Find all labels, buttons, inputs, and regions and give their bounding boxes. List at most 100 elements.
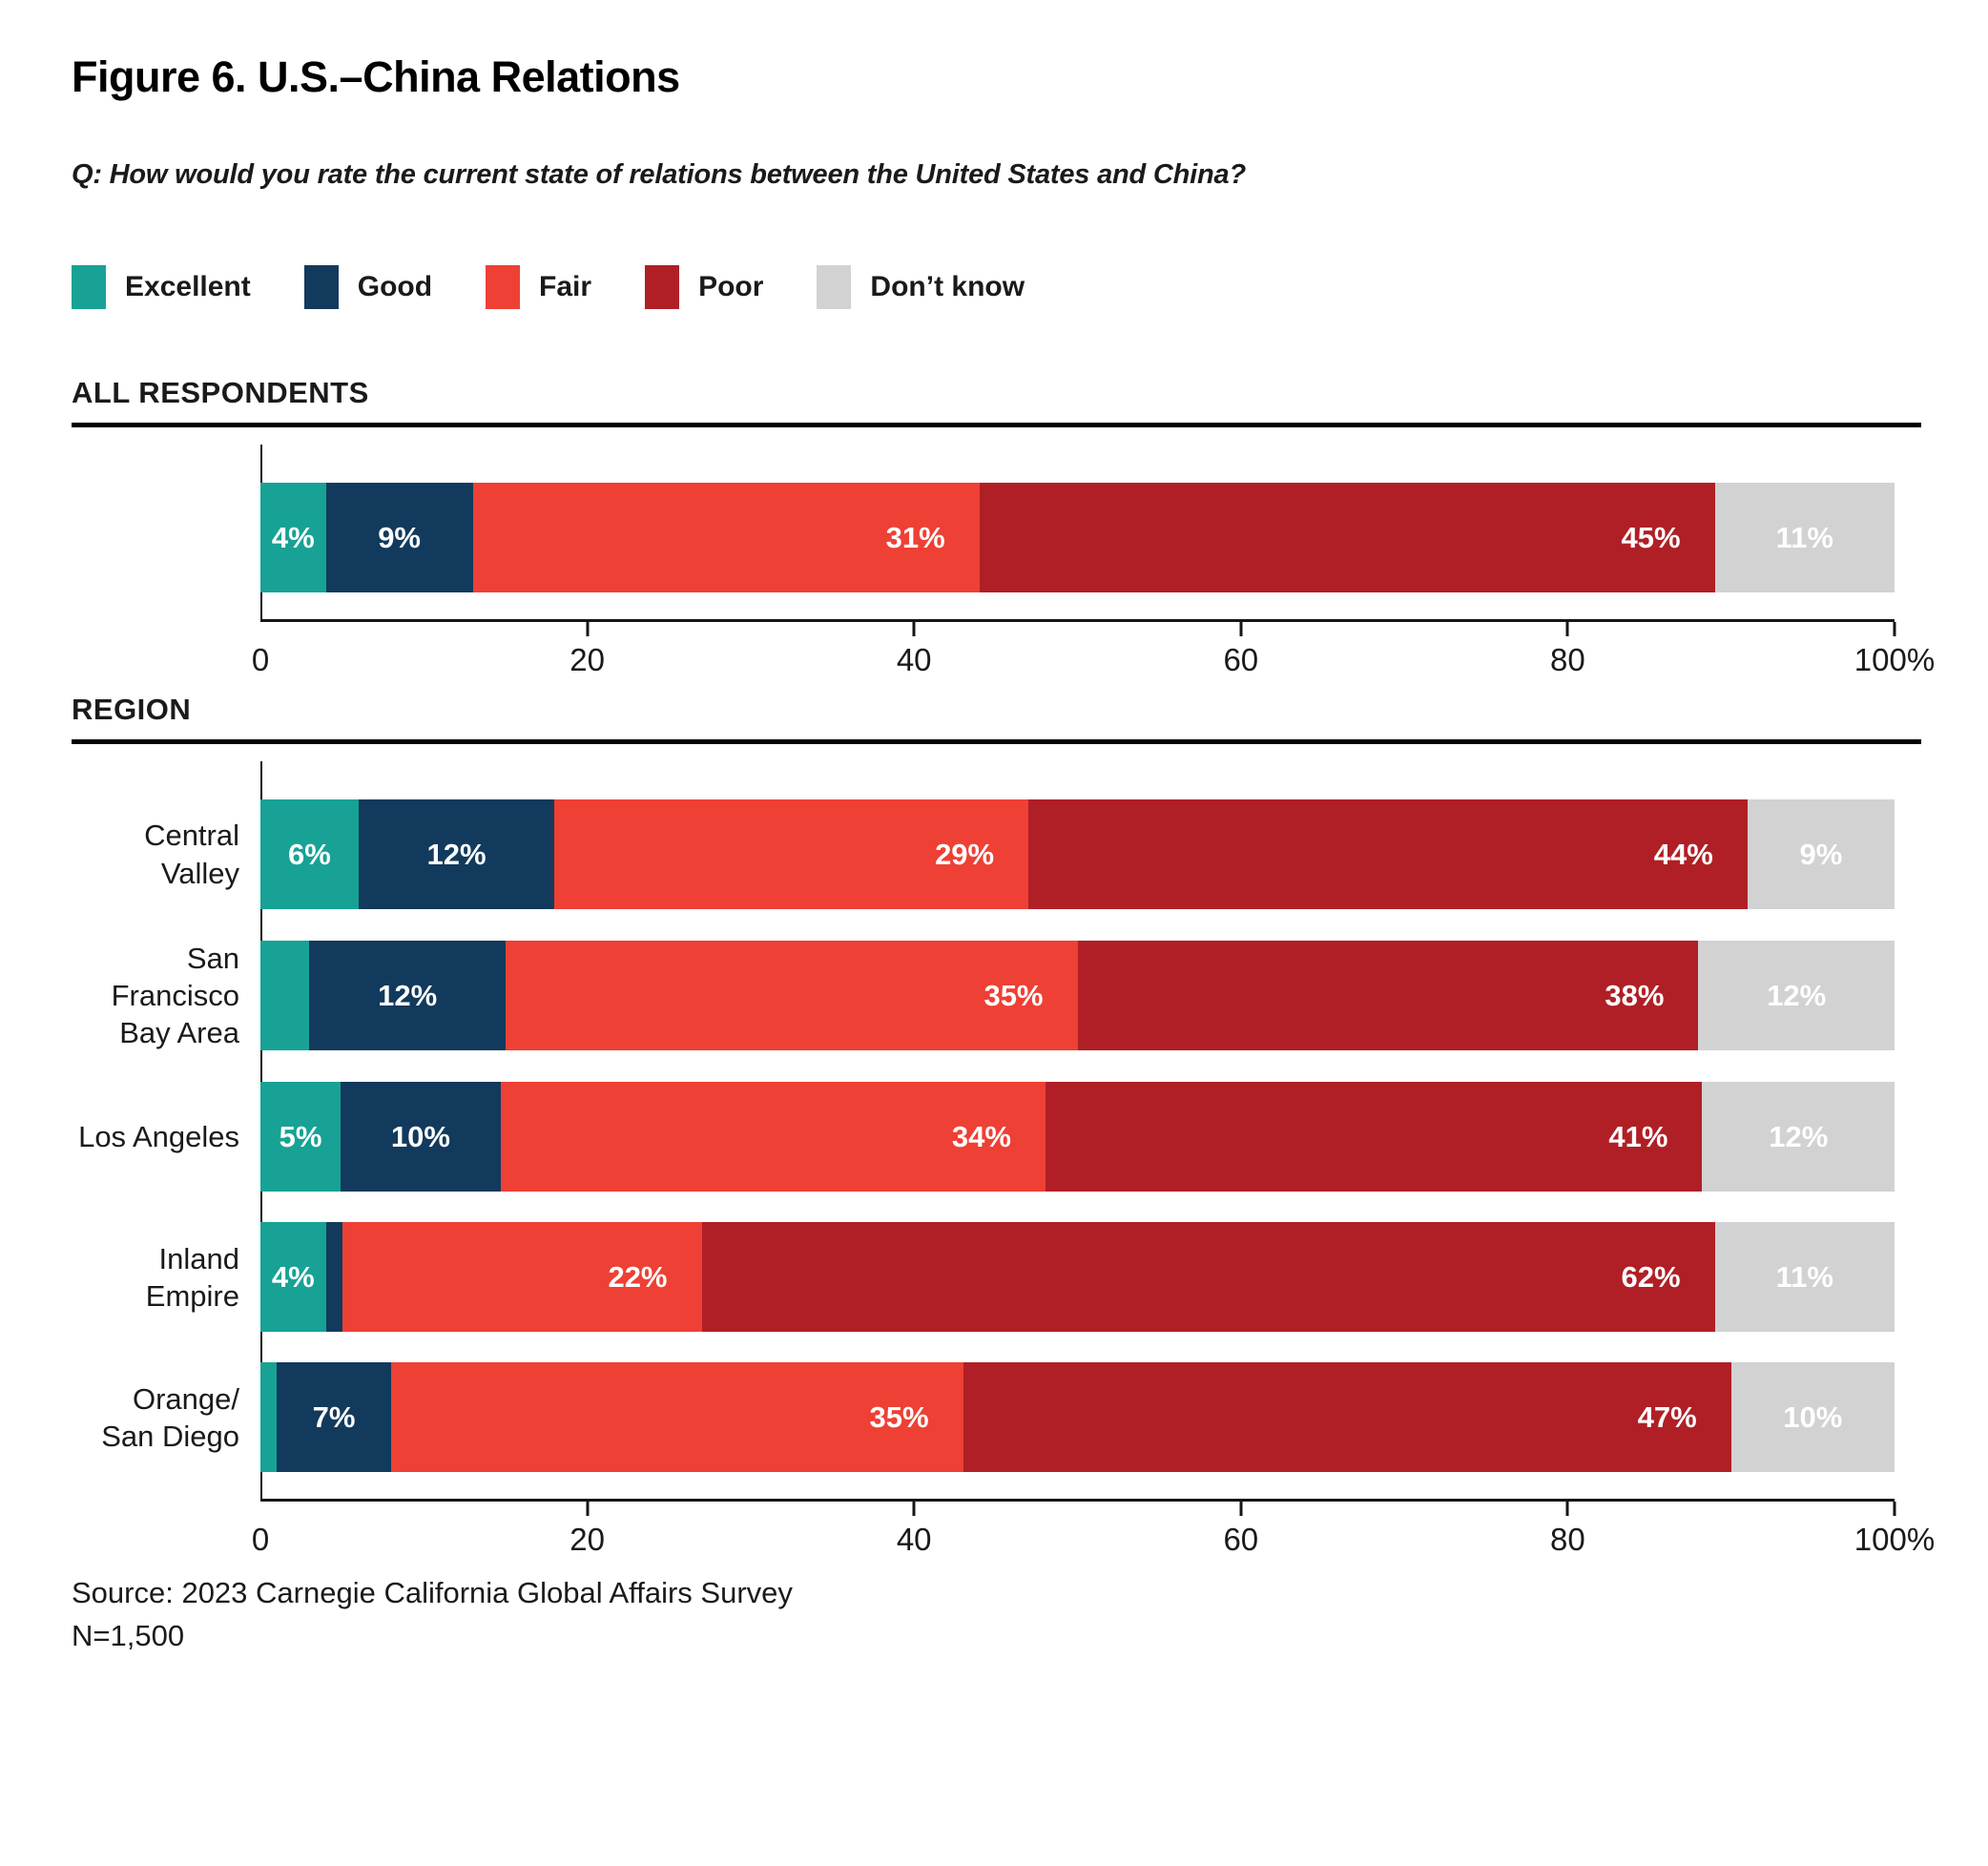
bar-segment-don-t-know: 12% xyxy=(1698,941,1895,1051)
legend-swatch-poor xyxy=(645,265,680,309)
section-all-respondents: ALL RESPONDENTS xyxy=(72,376,1921,427)
section-divider xyxy=(72,739,1921,744)
bar-row: San Francisco Bay Area 12% 35% 38% 12% xyxy=(72,940,1895,1051)
legend-item-excellent: Excellent xyxy=(72,265,251,309)
legend-item-fair: Fair xyxy=(486,265,591,309)
x-axis: 0 20 40 60 80 100% xyxy=(252,1499,1935,1557)
axis-tick xyxy=(1893,622,1896,636)
section-heading-region: REGION xyxy=(72,693,192,726)
bar-segment-fair: 22% xyxy=(342,1222,702,1333)
segment-value-label: 9% xyxy=(378,520,421,554)
legend-label: Good xyxy=(357,271,433,302)
bars-area: Central Valley 6% 12% 29% 44% 9% San Francisco… xyxy=(72,761,1895,1500)
segment-value-label: 35% xyxy=(869,1400,929,1434)
axis-tick-label: 100% xyxy=(1853,642,1936,677)
section-heading-all-respondents: ALL RESPONDENTS xyxy=(72,376,369,409)
bar-segment-excellent xyxy=(260,1362,278,1473)
axis-tick-label: 100% xyxy=(1853,1522,1936,1558)
bar-segment-don-t-know: 10% xyxy=(1730,1362,1895,1473)
bar-segment-fair: 35% xyxy=(391,1362,963,1473)
source-note: Source: 2023 Carnegie California Global … xyxy=(72,1572,1921,1658)
bar-segment-good: 9% xyxy=(325,483,473,592)
axis-tick-label: 80 xyxy=(1550,642,1585,677)
segment-value-label: 11% xyxy=(1775,1259,1833,1294)
chart-region: Central Valley 6% 12% 29% 44% 9% San Francisco… xyxy=(72,761,1935,1557)
axis-tick xyxy=(912,622,916,636)
axis-tick-label: 40 xyxy=(896,642,932,677)
segment-value-label: 5% xyxy=(279,1119,322,1153)
bar-segment-don-t-know: 9% xyxy=(1747,799,1895,909)
segment-value-label: 44% xyxy=(1653,837,1713,871)
segment-value-label: 29% xyxy=(935,837,995,871)
bar-segment-poor: 47% xyxy=(963,1362,1731,1473)
axis-tick-label: 60 xyxy=(1223,1522,1259,1558)
category-label-line: Central Valley xyxy=(144,819,239,890)
segment-value-label: 45% xyxy=(1621,520,1681,554)
source-line: Source: 2023 Carnegie California Global … xyxy=(72,1576,793,1610)
category-label-line: Bay Area xyxy=(119,1016,239,1050)
legend-swatch-fair xyxy=(486,265,521,309)
bar-segment-fair: 29% xyxy=(554,799,1029,909)
axis-tick-label: 60 xyxy=(1223,642,1259,677)
x-axis: 0 20 40 60 80 100% xyxy=(252,619,1935,677)
axis-tick xyxy=(1893,1502,1896,1517)
stacked-bar: 4% 22% 62% 11% xyxy=(260,1222,1895,1333)
category-label-line: San Diego xyxy=(101,1419,239,1453)
axis-tick-label: 0 xyxy=(251,642,270,677)
section-region: REGION xyxy=(72,693,1921,744)
stacked-bar: 6% 12% 29% 44% 9% xyxy=(260,799,1895,909)
axis-tick-label: 20 xyxy=(569,1522,605,1558)
segment-value-label: 7% xyxy=(312,1400,356,1434)
axis-tick xyxy=(912,1502,916,1517)
category-label: Inland Empire xyxy=(72,1240,260,1315)
bar-segment-poor: 44% xyxy=(1028,799,1748,909)
bar-segment-fair: 34% xyxy=(500,1082,1046,1192)
bar-segment-poor: 41% xyxy=(1045,1082,1703,1192)
bar-segment-poor: 38% xyxy=(1077,941,1699,1051)
segment-value-label: 12% xyxy=(378,978,438,1012)
category-label: Central Valley xyxy=(72,817,260,891)
category-label-line: Los Angeles xyxy=(78,1120,239,1154)
legend-label: Fair xyxy=(539,271,592,302)
axis-tick xyxy=(586,622,590,636)
axis-tick-label: 40 xyxy=(896,1522,932,1558)
bar-row: Inland Empire 4% 22% 62% 11% xyxy=(72,1222,1895,1333)
bar-segment-don-t-know: 12% xyxy=(1702,1082,1895,1192)
bar-segment-good: 12% xyxy=(358,799,555,909)
category-label-line: San Francisco xyxy=(111,942,239,1013)
legend-swatch-excellent xyxy=(72,265,106,309)
axis-tick xyxy=(1239,1502,1243,1517)
bar-row: Central Valley 6% 12% 29% 44% 9% xyxy=(72,799,1895,909)
segment-value-label: 34% xyxy=(951,1119,1011,1153)
segment-value-label: 47% xyxy=(1637,1400,1697,1434)
segment-value-label: 38% xyxy=(1605,978,1665,1012)
stacked-bar: 12% 35% 38% 12% xyxy=(260,941,1895,1051)
stacked-bar: 5% 10% 34% 41% 12% xyxy=(260,1082,1895,1192)
segment-value-label: 12% xyxy=(1769,1119,1829,1153)
bar-segment-don-t-know: 11% xyxy=(1714,483,1895,592)
category-label-line: Orange/ xyxy=(132,1381,239,1416)
bar-segment-good: 10% xyxy=(340,1082,501,1192)
bar-segment-fair: 35% xyxy=(505,941,1078,1051)
section-divider xyxy=(72,423,1921,427)
bar-segment-good: 7% xyxy=(277,1362,392,1473)
bar-row: Los Angeles 5% 10% 34% 41% 12% xyxy=(72,1082,1895,1192)
axis-tick-label: 0 xyxy=(251,1522,270,1558)
bar-segment-excellent: 6% xyxy=(260,799,359,909)
bar-segment-excellent: 4% xyxy=(260,1222,326,1333)
sample-size: N=1,500 xyxy=(72,1619,185,1653)
axis-tick xyxy=(1565,1502,1569,1517)
legend-label: Don’t know xyxy=(870,271,1025,302)
segment-value-label: 31% xyxy=(885,520,945,554)
segment-value-label: 10% xyxy=(390,1119,450,1153)
segment-value-label: 35% xyxy=(984,978,1044,1012)
legend: Excellent Good Fair Poor Don’t know xyxy=(72,265,1921,309)
chart-all-respondents: 4% 9% 31% 45% 11% 0 20 40 60 80 100% xyxy=(72,445,1935,677)
axis-tick-label: 80 xyxy=(1550,1522,1585,1558)
bar-row: Orange/San Diego 7% 35% 47% 10% xyxy=(72,1362,1895,1473)
legend-item-poor: Poor xyxy=(645,265,763,309)
legend-item-don-t-know: Don’t know xyxy=(817,265,1025,309)
legend-swatch-good xyxy=(303,265,339,309)
category-label: San Francisco Bay Area xyxy=(72,940,260,1051)
